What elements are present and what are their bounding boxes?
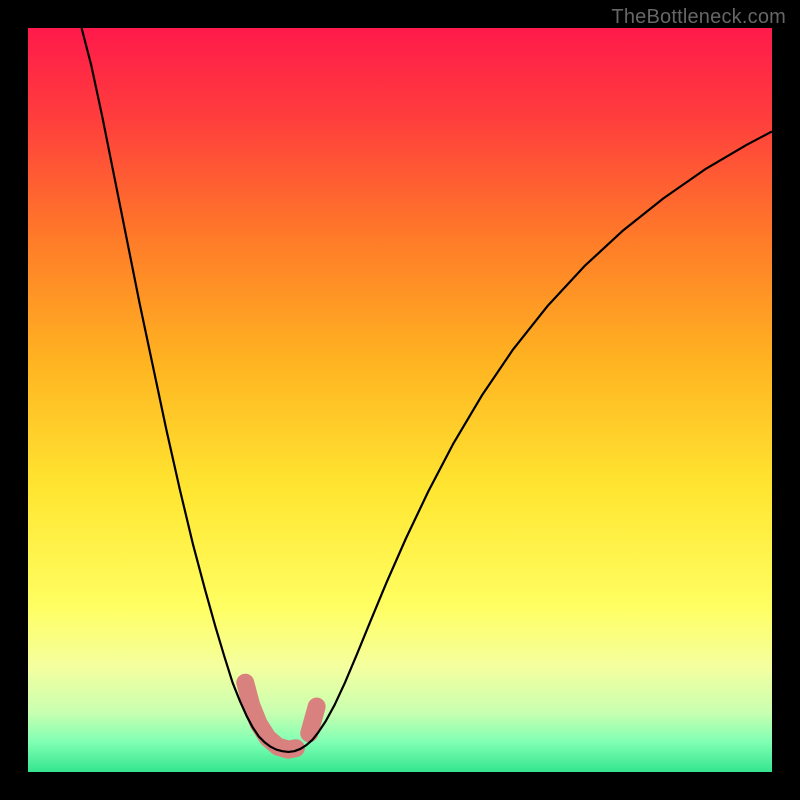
chart-plot-area: [28, 28, 772, 772]
chart-svg: [28, 28, 772, 772]
bottleneck-highlight-tail: [309, 707, 316, 734]
watermark-text: TheBottleneck.com: [611, 6, 786, 29]
gradient-background: [28, 28, 772, 772]
